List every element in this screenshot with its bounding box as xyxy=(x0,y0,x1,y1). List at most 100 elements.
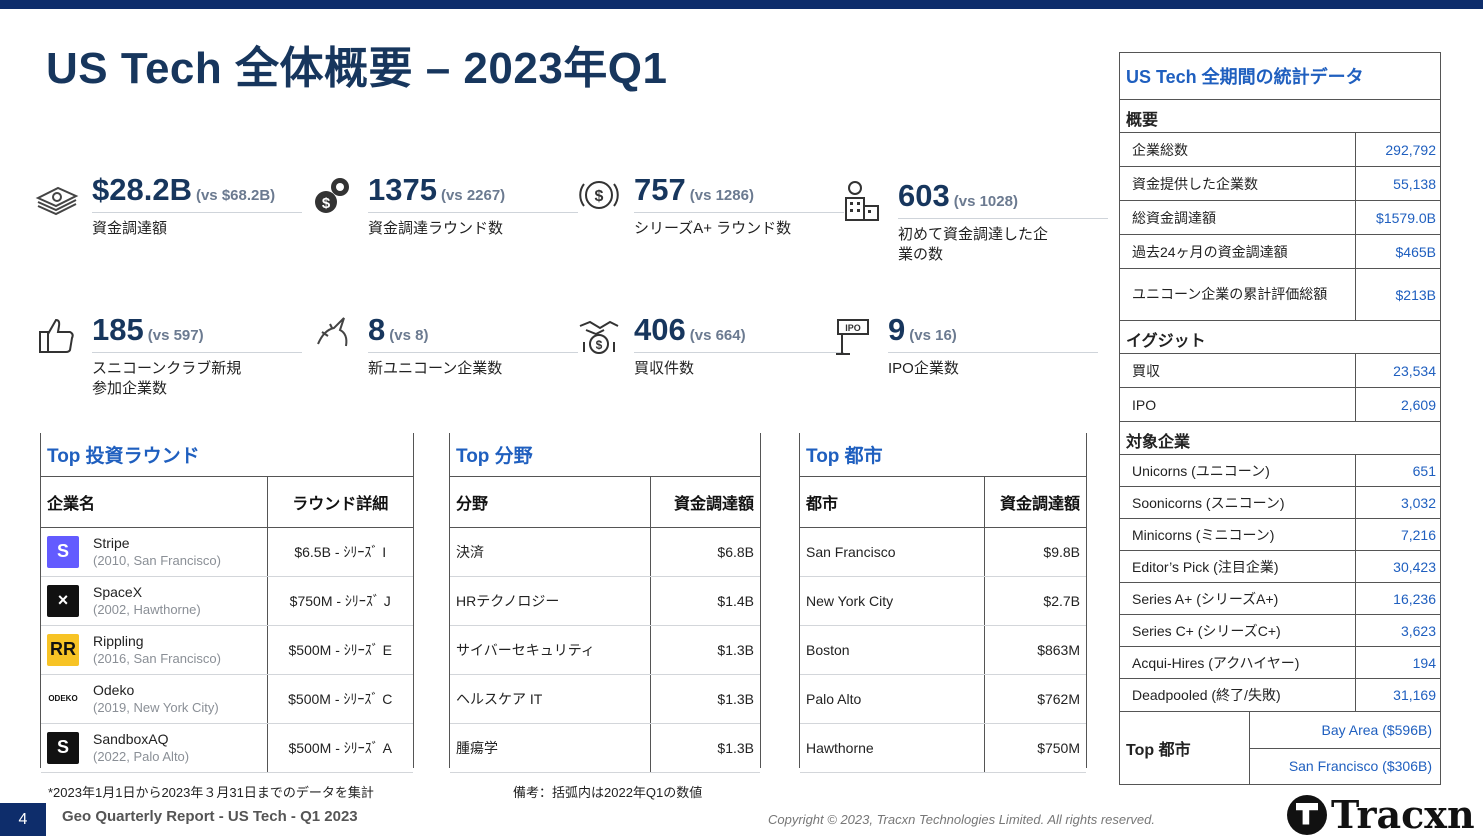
company-logo: ODEKO xyxy=(47,682,79,715)
table-row: RR Rippling (2016, San Francisco) $500M - ｼ… xyxy=(41,625,413,675)
thumbs-up-icon xyxy=(34,312,80,358)
company-meta: (2022, Palo Alto) xyxy=(93,748,190,764)
col-city: 都市 xyxy=(800,477,984,528)
stat-card: IPO 9 (vs 16) IPO企業数 xyxy=(836,312,1128,379)
stat-value: 8 xyxy=(368,312,386,347)
stat-row: 資金提供した企業数 55,138 xyxy=(1120,167,1440,201)
city-row: San Francisco $9.8B xyxy=(800,527,1086,577)
data-period-note: *2023年1月1日から2023年３月31日までのデータを集計 xyxy=(48,785,374,800)
top-cities-title: Top 都市 xyxy=(800,433,1086,477)
col-sector: 分野 xyxy=(450,477,650,528)
row-value: $750M xyxy=(983,723,1086,773)
stat-compare: (vs 2267) xyxy=(440,187,506,204)
stat-row-value: 55,138 xyxy=(1393,175,1436,192)
tracxn-logo: Tracxn xyxy=(1287,792,1475,836)
row-label: Palo Alto xyxy=(800,674,984,724)
stat-row: Deadpooled (終了/失敗) 31,169 xyxy=(1120,679,1440,711)
stat-row-label: Acqui-Hires (アクハイヤー) xyxy=(1120,647,1356,678)
stat-row-value: 30,423 xyxy=(1393,558,1436,575)
table-row: S SandboxAQ (2022, Palo Alto) $500M - ｼﾘｰｽﾞ… xyxy=(41,723,413,773)
stat-row-label: Series A+ (シリーズA+) xyxy=(1120,583,1356,614)
top-rounds-table: Top 投資ラウンド 企業名 ラウンド詳細 S Stripe (2010, San … xyxy=(40,433,414,773)
row-label: ヘルスケア IT xyxy=(450,674,650,724)
stat-row-label: Deadpooled (終了/失敗) xyxy=(1120,679,1356,711)
stat-divider xyxy=(92,212,302,213)
row-label: サイバーセキュリティ xyxy=(450,625,650,675)
row-value: $1.3B xyxy=(649,723,760,773)
sector-row: HRテクノロジー $1.4B xyxy=(450,576,760,626)
stat-row: Editor’s Pick (注目企業) 30,423 xyxy=(1120,551,1440,583)
svg-text:$: $ xyxy=(595,188,604,205)
row-label: 腫瘍学 xyxy=(450,723,650,773)
row-value: $1.4B xyxy=(649,576,760,626)
table-row: S Stripe (2010, San Francisco) $6.5B - ｼﾘｰｽ… xyxy=(41,527,413,577)
city-row: Palo Alto $762M xyxy=(800,674,1086,724)
round-detail: $500M - ｼﾘｰｽﾞ A xyxy=(266,723,413,773)
company-logo: × xyxy=(47,584,79,617)
stat-row: Soonicorns (スニコーン) 3,032 xyxy=(1120,487,1440,519)
row-label: Boston xyxy=(800,625,984,675)
stat-label: シリーズA+ ラウンド数 xyxy=(634,220,792,237)
svg-text:$: $ xyxy=(322,195,331,212)
svg-text:$: $ xyxy=(596,338,603,352)
top-city-label: Top 都市 xyxy=(1120,712,1250,784)
row-label: San Francisco xyxy=(800,527,984,577)
city-row: New York City $2.7B xyxy=(800,576,1086,626)
stat-row-label: Unicorns (ユニコーン) xyxy=(1120,455,1356,486)
stat-compare: (vs 597) xyxy=(147,327,204,344)
row-label: HRテクノロジー xyxy=(450,576,650,626)
top-city-san-francisco: San Francisco ($306B) xyxy=(1288,758,1432,775)
row-value: $863M xyxy=(983,625,1086,675)
stat-card: 185 (vs 597) スニコーンクラブ新規参加企業数 xyxy=(39,312,332,399)
stat-label: 新ユニコーン企業数 xyxy=(368,360,503,377)
stat-divider xyxy=(888,352,1098,353)
row-value: $2.7B xyxy=(983,576,1086,626)
stat-row-label: Series C+ (シリーズC+) xyxy=(1120,615,1356,646)
remark-note: 備考：括弧内は2022年Q1の数値 xyxy=(513,785,703,800)
stat-row-label: Soonicorns (スニコーン) xyxy=(1120,487,1356,518)
stat-row: Series A+ (シリーズA+) 16,236 xyxy=(1120,583,1440,615)
top-sectors-title: Top 分野 xyxy=(450,433,760,477)
stat-row-value: 2,609 xyxy=(1400,396,1436,413)
company-meta: (2016, San Francisco) xyxy=(93,650,221,666)
stat-label: 資金調達額 xyxy=(92,220,168,237)
stat-label: スニコーンクラブ新規参加企業数 xyxy=(92,360,242,397)
stat-compare: (vs 16) xyxy=(909,327,957,344)
stat-card: 603 (vs 1028) 初めて資金調達した企業の数 xyxy=(845,178,1138,265)
stat-value: 406 xyxy=(634,312,686,347)
ipo-sign-icon: IPO xyxy=(830,312,876,358)
top-city-bay-area: Bay Area ($596B) xyxy=(1250,712,1440,749)
stat-compare: (vs 1028) xyxy=(953,193,1018,210)
gear-dollar-icon: $ xyxy=(310,172,356,218)
page-number: 4 xyxy=(0,803,46,836)
stat-card: 8 (vs 8) 新ユニコーン企業数 xyxy=(317,312,608,379)
stat-value: $28.2B xyxy=(92,172,192,207)
stat-divider xyxy=(368,352,578,353)
company-meta: (2010, San Francisco) xyxy=(93,552,221,568)
stat-row-label: 過去24ヶ月の資金調達額 xyxy=(1120,235,1356,268)
stat-divider xyxy=(634,212,844,213)
top-rounds-title: Top 投資ラウンド xyxy=(41,433,413,477)
stat-card: $406 (vs 664) 買収件数 xyxy=(579,312,874,379)
stat-row: Minicorns (ミニコーン) 7,216 xyxy=(1120,519,1440,551)
col-city-funding: 資金調達額 xyxy=(983,477,1086,528)
money-stack-icon xyxy=(34,172,80,218)
top-sectors-table: Top 分野 分野 資金調達額 決済 $6.8B HRテクノロジー $1.4B サイバー… xyxy=(449,433,761,773)
company-logo: S xyxy=(47,535,79,568)
stat-row: Unicorns (ユニコーン) 651 xyxy=(1120,455,1440,487)
row-label: New York City xyxy=(800,576,984,626)
section-heading: 対象企業 xyxy=(1120,422,1440,455)
unicorn-icon xyxy=(310,312,356,358)
copyright: Copyright © 2023, Tracxn Technologies Li… xyxy=(768,812,1156,827)
company-name: Stripe xyxy=(93,534,130,551)
col-company: 企業名 xyxy=(41,477,267,528)
company-logo: RR xyxy=(47,633,79,666)
dollar-coin-icon: $ xyxy=(576,172,622,218)
section-heading: イグジット xyxy=(1120,321,1440,354)
top-city-box: Top 都市 Bay Area ($596B) San Francisco ($… xyxy=(1119,711,1441,785)
stat-label: 初めて資金調達した企業の数 xyxy=(898,226,1049,263)
tracxn-mark-icon xyxy=(1287,794,1327,835)
col-round-detail: ラウンド詳細 xyxy=(266,477,413,528)
city-row: Hawthorne $750M xyxy=(800,723,1086,773)
row-value: $762M xyxy=(983,674,1086,724)
